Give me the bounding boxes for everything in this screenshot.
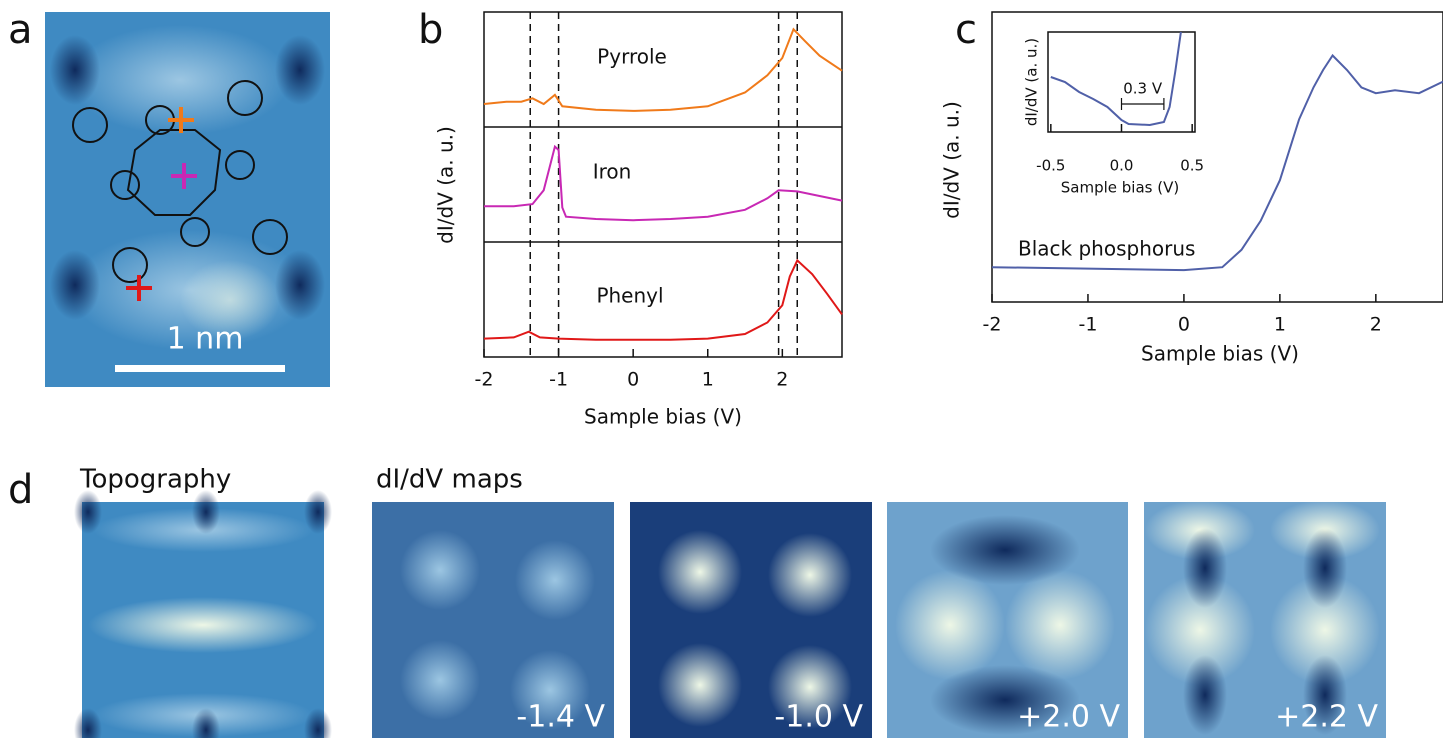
marker-phenyl bbox=[126, 275, 152, 301]
series-label: Iron bbox=[593, 160, 632, 184]
spectrum-line bbox=[483, 258, 843, 341]
x-tick-label: 0.5 bbox=[1180, 157, 1204, 175]
x-tick-label: 2 bbox=[776, 369, 788, 391]
x-tick-label: 1 bbox=[1274, 314, 1286, 336]
panel-label: d bbox=[8, 467, 33, 513]
x-tick-label: -1 bbox=[1078, 314, 1097, 336]
y-axis-label: dI/dV (a. u.) bbox=[940, 101, 964, 219]
molecule bbox=[72, 80, 288, 283]
x-tick-label: -0.5 bbox=[1036, 157, 1065, 175]
scale-label: 1 nm bbox=[167, 322, 244, 357]
x-axis-label: Sample bias (V) bbox=[584, 405, 742, 429]
x-tick-label: -2 bbox=[475, 369, 494, 391]
spectrum-line bbox=[483, 27, 843, 112]
spectrum-line bbox=[484, 144, 843, 222]
map-image bbox=[887, 502, 1128, 738]
map-image bbox=[630, 502, 872, 738]
map-label: -1.4 V bbox=[516, 700, 605, 735]
x-tick-label: 2 bbox=[1370, 314, 1382, 336]
series-label: Phenyl bbox=[596, 284, 663, 308]
gap-label: 0.3 V bbox=[1123, 80, 1163, 98]
map-image bbox=[372, 502, 614, 738]
panel-label: c bbox=[955, 7, 977, 53]
y-axis-label: dI/dV (a. u.) bbox=[1023, 38, 1041, 126]
panel-label: b bbox=[418, 7, 443, 53]
plot-frame bbox=[483, 11, 843, 358]
x-tick-label: -1 bbox=[549, 369, 568, 391]
spectrum-line bbox=[1050, 31, 1182, 127]
x-tick-label: 1 bbox=[702, 369, 714, 391]
stm-image bbox=[45, 12, 330, 387]
series-label: Black phosphorus bbox=[1018, 237, 1195, 261]
maps-title: dI/dV maps bbox=[376, 465, 523, 495]
plot-frame bbox=[991, 11, 1443, 303]
topography-title: Topography bbox=[79, 465, 231, 495]
spectrum-line bbox=[991, 53, 1443, 272]
x-tick-label: -2 bbox=[983, 314, 1002, 336]
x-tick-label: 0.0 bbox=[1110, 157, 1134, 175]
map-image bbox=[1144, 500, 1386, 738]
series-label: Pyrrole bbox=[597, 45, 667, 69]
marker-iron bbox=[171, 163, 197, 189]
x-axis-label: Sample bias (V) bbox=[1141, 342, 1299, 366]
x-tick-label: 0 bbox=[627, 369, 639, 391]
scale-bar bbox=[115, 365, 285, 372]
map-label: +2.0 V bbox=[1017, 700, 1120, 735]
marker-pyrrole bbox=[168, 107, 194, 133]
map-label: -1.0 V bbox=[774, 700, 863, 735]
panel-label: a bbox=[8, 7, 33, 53]
y-axis-label: dI/dV (a. u.) bbox=[434, 126, 458, 244]
x-axis-label: Sample bias (V) bbox=[1061, 179, 1179, 197]
x-tick-label: 0 bbox=[1178, 314, 1190, 336]
map-label: +2.2 V bbox=[1275, 700, 1378, 735]
topography-image bbox=[74, 490, 332, 738]
